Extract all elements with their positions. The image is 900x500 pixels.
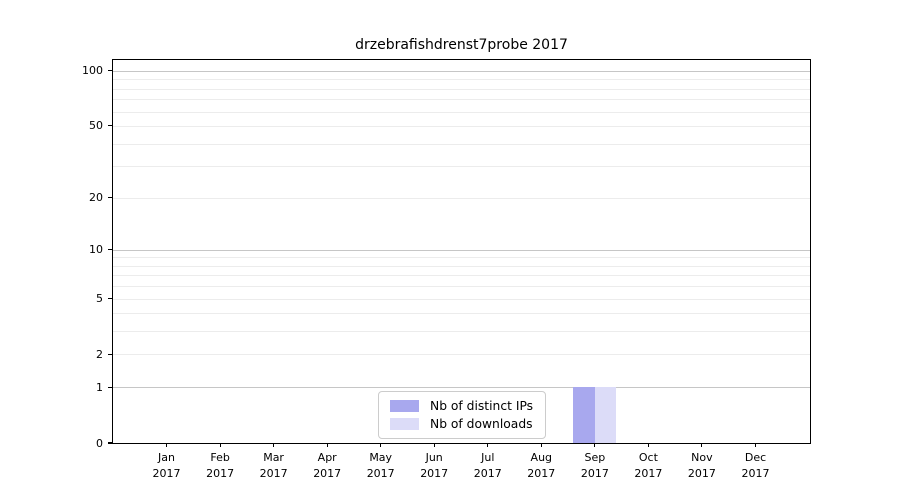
y-tick-5 [108,297,113,300]
y-tick-label-2: 2 [96,347,103,361]
legend-label-distinct-ips: Nb of distinct IPs [430,399,534,413]
x-tick-jun [433,443,435,447]
x-tick-mar [273,443,275,447]
y-tick-1 [108,386,113,388]
gridline-minor-7 [113,275,810,277]
x-tick-jul [487,443,489,447]
x-tick-may [380,443,382,447]
y-tick-20 [108,196,113,199]
y-tick-label-100: 100 [82,64,103,78]
y-tick-label-50: 50 [89,119,103,133]
y-tick-label-20: 20 [89,191,103,204]
x-tick-label-jan: Jan 2017 [152,451,181,480]
x-tick-feb [219,443,221,447]
x-tick-oct [647,443,649,447]
y-tick-label-10: 10 [89,243,103,257]
plot-area: Nb of distinct IPs Nb of downloads 0 1 2 5 1… [82,59,811,480]
y-tick-label-1: 1 [96,380,103,394]
x-tick-dec [754,443,757,447]
gridline-minor-3 [113,331,810,333]
gridline-minor-4 [113,313,810,315]
gridline-minor-40 [113,143,810,145]
gridline-major-1 [113,387,810,389]
bar-nb-of-distinct-ips-sep [573,387,595,443]
legend-swatch-downloads [390,418,419,430]
gridline-minor-30 [113,166,810,168]
gridline-minor-90 [113,79,810,81]
legend-swatch-distinct-ips [390,400,419,412]
x-tick-nov [701,443,703,447]
legend-item-downloads: Nb of downloads [379,417,545,431]
x-tick-aug [540,443,542,447]
gridline-minor-5 [113,298,810,300]
x-tick-label-mar: Mar 2017 [259,451,288,480]
x-tick-label-feb: Feb 2017 [206,451,235,480]
x-tick-label-apr: Apr 2017 [313,451,342,480]
x-tick-apr [326,443,328,447]
x-tick-label-oct: Oct 2017 [634,451,663,480]
y-tick-label-0: 0 [96,436,103,450]
gridline-minor-2 [113,354,810,356]
gridline-minor-50 [113,125,810,127]
x-tick-label-dec: Dec 2017 [741,451,770,480]
x-tick-label-may: May 2017 [366,451,395,480]
x-tick-label-aug: Aug 2017 [527,451,556,480]
gridline-major-10 [113,249,810,251]
x-tick-label-jul: Jul 2017 [473,451,502,480]
bar-nb-of-downloads-sep [594,387,617,443]
y-tick-2 [108,353,113,355]
x-tick-label-nov: Nov 2017 [687,451,716,480]
gridline-minor-80 [113,88,810,90]
legend-item-distinct-ips: Nb of distinct IPs [379,399,545,413]
x-tick-label-jun: Jun 2017 [420,451,449,480]
legend: Nb of distinct IPs Nb of downloads [378,391,546,439]
x-tick-sep [594,443,596,447]
y-tick-0 [108,442,113,444]
gridline-minor-8 [113,265,810,267]
gridline-minor-9 [113,257,810,259]
y-tick-10 [108,249,113,251]
legend-label-downloads: Nb of downloads [430,417,533,431]
y-tick-50 [108,125,113,127]
y-tick-100 [108,70,113,72]
x-tick-jan [165,443,168,447]
gridline-minor-70 [113,99,810,101]
gridline-minor-20 [113,197,810,199]
chart-title: drzebrafishdrenst7probe 2017 [355,37,568,53]
gridline-minor-60 [113,111,810,113]
x-tick-label-sep: Sep 2017 [580,451,609,480]
gridline-minor-6 [113,286,810,288]
y-tick-label-5: 5 [96,292,103,305]
gridline-major-100 [113,70,810,72]
